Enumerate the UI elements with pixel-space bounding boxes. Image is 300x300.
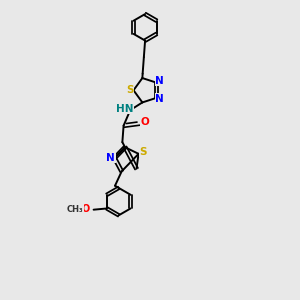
Text: N: N: [155, 94, 164, 104]
Text: S: S: [139, 147, 147, 157]
Text: N: N: [155, 76, 164, 86]
Text: O: O: [82, 204, 90, 214]
Text: HN: HN: [116, 104, 134, 114]
Text: N: N: [106, 153, 115, 163]
Text: O: O: [141, 117, 149, 127]
Text: CH₃: CH₃: [67, 205, 83, 214]
Text: S: S: [126, 85, 134, 95]
